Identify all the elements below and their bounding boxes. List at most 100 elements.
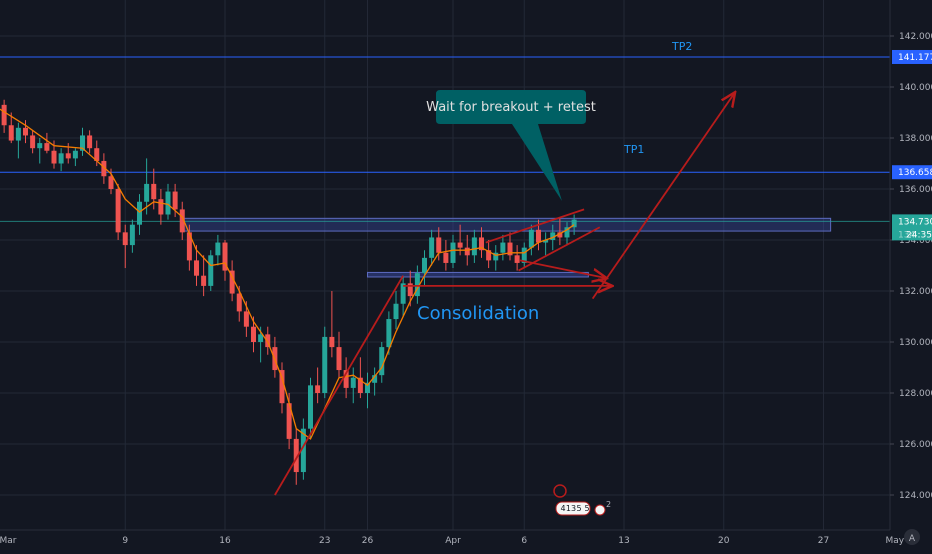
candle-body (44, 143, 50, 151)
price-tick-label: 134.000 (899, 236, 932, 246)
candle-body (144, 183, 150, 202)
candle (500, 234, 506, 261)
candle (208, 250, 214, 291)
candle-body (151, 183, 157, 200)
price-tag-text: 141.177 (898, 53, 932, 63)
candle (386, 311, 392, 355)
candle (215, 234, 221, 266)
candle-body (365, 382, 370, 393)
candle-body (300, 428, 306, 473)
candle-body (514, 255, 520, 263)
candle-body (87, 135, 93, 149)
candle (479, 227, 484, 258)
time-tick-label: Apr (445, 536, 461, 546)
price-tick-label: 136.000 (899, 185, 932, 195)
price-axis[interactable] (890, 0, 932, 550)
candle-body (471, 237, 477, 256)
candle-body (165, 191, 171, 215)
candle-body (543, 240, 549, 243)
time-tick-label: May (885, 536, 904, 546)
event-marker-pill (555, 501, 591, 516)
candle (336, 331, 342, 378)
candle (137, 194, 142, 235)
resistance-zone[interactable] (181, 217, 832, 232)
candle-body (464, 247, 470, 256)
candle-body (72, 150, 78, 159)
candle-body (30, 135, 36, 149)
candle-body (443, 252, 449, 263)
price-axis-ticks: 142.000 140.000 138.000 136.000 134.000 132.0… (890, 32, 932, 501)
callout-text: Wait for breakout + retest (426, 100, 596, 115)
candle (329, 291, 335, 358)
retest-arrow[interactable] (519, 259, 607, 278)
price-tick-label: 126.000 (899, 440, 932, 450)
candle (514, 245, 520, 271)
price-tag-tp1 (892, 165, 932, 180)
candle (222, 240, 228, 281)
candle (58, 148, 64, 172)
price-tag-tp2 (892, 49, 932, 64)
candle-body (1, 104, 7, 126)
candle-body (236, 293, 242, 312)
callout[interactable]: Wait for breakout + retest (426, 90, 596, 201)
candle-body (557, 232, 563, 238)
candle (165, 183, 171, 220)
candle-body (457, 242, 463, 248)
candle (229, 260, 235, 302)
candle (265, 326, 271, 355)
candle-body (80, 135, 85, 151)
price-tick-label: 138.000 (899, 134, 932, 144)
candle-body (429, 237, 435, 258)
time-tick-label: 26 (362, 536, 374, 546)
candle-body (137, 201, 142, 225)
candle-body (172, 191, 178, 210)
event-marker-layer[interactable]: 4 13 5 5 2 (553, 484, 611, 516)
candle-body (536, 229, 541, 243)
candle (400, 275, 406, 317)
annotation-layer[interactable] (274, 92, 736, 496)
candle-body (222, 242, 228, 271)
candle (44, 132, 50, 154)
candle (8, 112, 14, 144)
axis-settings-button[interactable]: A (904, 529, 920, 545)
event-marker-count: 4 (560, 504, 565, 513)
candle-body (493, 252, 499, 261)
event-single-icon[interactable] (594, 504, 606, 516)
time-axis-ticks: Mar 9 16 23 26 Apr 6 13 20 27 May (0, 536, 905, 546)
breakout-arrow[interactable] (591, 92, 736, 300)
time-tick-label: Mar (0, 536, 17, 546)
time-tick-label: 20 (718, 536, 730, 546)
time-tick-label: 6 (521, 536, 527, 546)
candle (486, 240, 492, 269)
time-axis[interactable] (0, 530, 890, 550)
time-tick-label: 13 (618, 536, 629, 546)
candle-body (386, 319, 392, 348)
event-top-icon[interactable] (553, 484, 567, 498)
price-tick-label: 142.000 (899, 32, 932, 42)
candle-body (571, 219, 577, 228)
time-tick-label: 27 (818, 536, 829, 546)
auto-scale-icon: A (909, 534, 916, 544)
candle (144, 158, 150, 215)
candle-body (507, 242, 513, 256)
candle-body (243, 311, 249, 327)
tp2-label: TP2 (671, 40, 692, 53)
trend-line[interactable] (274, 275, 404, 496)
candle (1, 99, 7, 133)
event-marker-group[interactable]: 4 13 5 5 (555, 501, 591, 516)
wedge-upper-line[interactable] (485, 208, 585, 244)
candle (393, 291, 399, 330)
price-tag-text: 136.658 (898, 168, 932, 178)
candle (507, 232, 513, 261)
candle-body (201, 275, 207, 286)
candle (101, 153, 107, 184)
candle-body (550, 232, 556, 240)
candle-body (564, 227, 570, 238)
candle-body (65, 153, 71, 159)
candle-body (521, 247, 527, 263)
time-tick-label: 23 (319, 536, 330, 546)
candle-body (158, 199, 164, 215)
candle (23, 120, 28, 144)
support-zone[interactable] (367, 271, 589, 278)
